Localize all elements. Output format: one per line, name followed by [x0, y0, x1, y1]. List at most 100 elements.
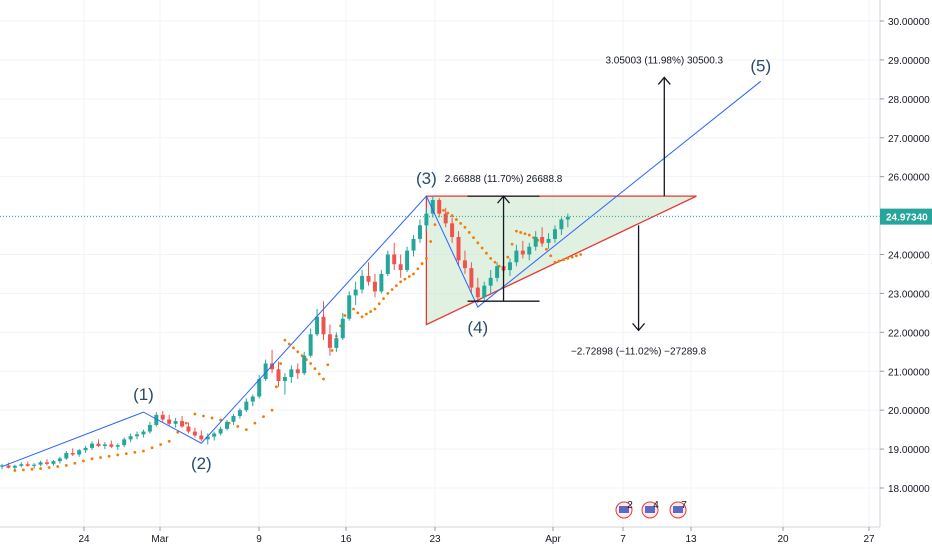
candle[interactable]: [160, 410, 165, 422]
event-badges[interactable]: 2 4 7: [615, 500, 687, 519]
candle[interactable]: [102, 442, 107, 450]
candle[interactable]: [167, 414, 172, 426]
candle[interactable]: [450, 217, 455, 243]
candle[interactable]: [276, 361, 281, 387]
candle[interactable]: [38, 460, 43, 467]
candle[interactable]: [334, 332, 339, 352]
event-badge[interactable]: 4: [641, 500, 659, 519]
candle[interactable]: [546, 233, 551, 249]
measure-2[interactable]: 3.05003 (11.98%) 30500.3: [605, 55, 724, 197]
candle[interactable]: [173, 417, 178, 428]
candle[interactable]: [282, 373, 287, 395]
sar-dot: [22, 468, 25, 472]
sar-dot: [326, 363, 330, 367]
candle[interactable]: [19, 462, 24, 468]
triangle-pattern[interactable]: [425, 195, 697, 326]
candle[interactable]: [231, 414, 236, 425]
candle[interactable]: [192, 427, 197, 438]
candle[interactable]: [321, 301, 326, 341]
wave-line[interactable]: [1, 80, 762, 468]
triangle-shape[interactable]: [425, 195, 697, 326]
candle[interactable]: [360, 270, 365, 294]
candle[interactable]: [495, 262, 500, 282]
candle[interactable]: [385, 250, 390, 276]
candle[interactable]: [45, 459, 50, 466]
candle[interactable]: [180, 416, 185, 428]
candle[interactable]: [405, 246, 410, 273]
candle[interactable]: [199, 430, 204, 442]
candle[interactable]: [514, 244, 519, 267]
candle[interactable]: [327, 324, 332, 356]
candle[interactable]: [482, 281, 487, 302]
candle[interactable]: [347, 291, 352, 321]
candle[interactable]: [12, 464, 17, 471]
candle[interactable]: [527, 242, 532, 261]
candle[interactable]: [392, 242, 397, 271]
candle[interactable]: [469, 262, 474, 294]
event-badge[interactable]: 2: [615, 500, 633, 519]
candle[interactable]: [520, 240, 525, 259]
candle[interactable]: [559, 217, 564, 236]
candle[interactable]: [225, 419, 230, 431]
candle[interactable]: [135, 431, 140, 440]
candle[interactable]: [128, 433, 133, 443]
measure-3[interactable]: −2.72898 (−11.02%) −27289.8: [571, 225, 707, 357]
candle[interactable]: [25, 461, 30, 467]
candle[interactable]: [315, 308, 320, 337]
candle[interactable]: [540, 227, 545, 247]
candle[interactable]: [90, 441, 95, 450]
candle[interactable]: [417, 219, 422, 243]
candle[interactable]: [96, 439, 101, 448]
candle[interactable]: [237, 408, 242, 419]
candle[interactable]: [122, 437, 127, 448]
candle[interactable]: [430, 196, 435, 218]
candle[interactable]: [372, 273, 377, 298]
candle-body: [495, 266, 500, 278]
candle[interactable]: [250, 394, 255, 407]
candle[interactable]: [295, 363, 300, 380]
candle[interactable]: [462, 250, 467, 274]
candle[interactable]: [57, 456, 62, 464]
candle[interactable]: [533, 231, 538, 251]
candle[interactable]: [70, 448, 75, 457]
candle[interactable]: [270, 349, 275, 374]
candle[interactable]: [141, 429, 146, 438]
candle[interactable]: [366, 262, 371, 286]
candle[interactable]: [353, 281, 358, 306]
candle[interactable]: [507, 258, 512, 276]
candle[interactable]: [398, 254, 403, 278]
candle[interactable]: [565, 213, 570, 228]
candle[interactable]: [488, 270, 493, 294]
candle[interactable]: [218, 426, 223, 436]
candle[interactable]: [552, 225, 557, 243]
candle[interactable]: [32, 463, 37, 469]
candle[interactable]: [340, 312, 345, 341]
candle[interactable]: [186, 422, 191, 434]
candle[interactable]: [109, 440, 114, 448]
candle[interactable]: [51, 459, 56, 466]
candle[interactable]: [77, 449, 82, 457]
candle[interactable]: [456, 231, 461, 267]
candle[interactable]: [443, 207, 448, 228]
candle[interactable]: [115, 443, 120, 450]
candle[interactable]: [244, 398, 249, 413]
candle[interactable]: [147, 421, 152, 434]
candle[interactable]: [411, 235, 416, 257]
price-measures[interactable]: 2.66888 (11.70%) 26688.8 3.05003 (11.98%)…: [445, 55, 724, 357]
elliott-wave[interactable]: (1) (2) (3) (4) (5): [1, 56, 771, 473]
candle[interactable]: [424, 207, 429, 232]
candle[interactable]: [475, 277, 480, 304]
candle[interactable]: [379, 270, 384, 294]
candle[interactable]: [64, 451, 69, 460]
candle[interactable]: [263, 359, 268, 381]
candle[interactable]: [289, 365, 294, 383]
candle[interactable]: [302, 351, 307, 376]
candle[interactable]: [212, 431, 217, 441]
candle[interactable]: [308, 328, 313, 358]
event-badge[interactable]: 7: [669, 500, 687, 519]
candle[interactable]: [437, 198, 442, 218]
candle[interactable]: [83, 445, 88, 453]
candle[interactable]: [205, 433, 210, 445]
